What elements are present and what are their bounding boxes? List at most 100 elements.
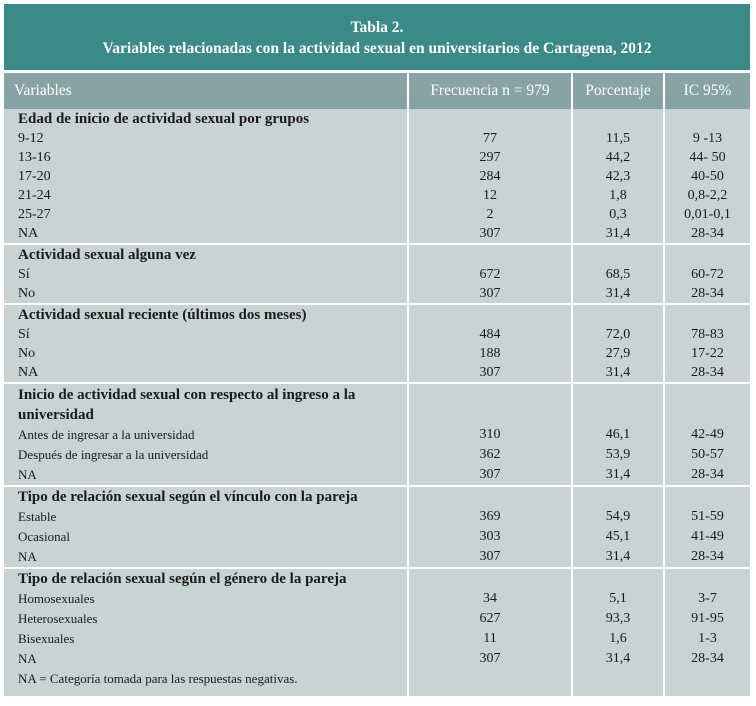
cell-pct: 42,3 — [571, 167, 664, 186]
table-row: Bisexuales 11 1,6 1-3 — [4, 629, 750, 649]
table-footnote: NA = Categoría tomada para las respuesta… — [18, 671, 298, 686]
cell-ic: 41-49 — [663, 527, 750, 547]
cell-freq: 627 — [407, 609, 572, 629]
row-label-cell: NA — [4, 363, 408, 383]
row-label: 17-20 — [18, 169, 51, 184]
table-row: No 307 31,4 28-34 — [4, 284, 750, 304]
table-row: NA 307 31,4 28-34 — [4, 547, 750, 568]
row-label-cell: Homosexuales — [4, 589, 408, 609]
empty-cell — [571, 303, 664, 325]
cell-ic: 60-72 — [663, 265, 750, 284]
empty-cell — [571, 382, 664, 425]
empty-cell — [663, 243, 750, 265]
cell-freq: 362 — [407, 445, 572, 465]
cell-ic: 91-95 — [663, 609, 750, 629]
row-label: NA — [18, 549, 37, 564]
table-title-bar: Tabla 2. Variables relacionadas con la a… — [4, 4, 750, 70]
row-label-cell: Bisexuales — [4, 629, 408, 649]
empty-cell — [407, 303, 572, 325]
table-figure: Tabla 2. Variables relacionadas con la a… — [4, 4, 750, 696]
group-header-row: Actividad sexual reciente (últimos dos m… — [4, 303, 750, 325]
cell-pct: 53,9 — [571, 445, 664, 465]
row-label: 13-16 — [18, 150, 51, 165]
cell-ic: 28-34 — [663, 649, 750, 696]
group-title: Tipo de relación sexual según el género … — [4, 567, 408, 589]
cell-pct: 45,1 — [571, 527, 664, 547]
cell-freq: 307 — [407, 649, 572, 696]
row-label-cell: 17-20 — [4, 167, 408, 186]
cell-pct: 31,4 — [571, 363, 664, 383]
table-row: Homosexuales 34 5,1 3-7 — [4, 589, 750, 609]
cell-pct: 72,0 — [571, 325, 664, 344]
row-label: 21-24 — [18, 188, 51, 203]
cell-ic: 44- 50 — [663, 148, 750, 167]
table-row: Ocasional 303 45,1 41-49 — [4, 527, 750, 547]
row-label: No — [18, 286, 36, 301]
row-label-cell: NA — [4, 465, 408, 486]
row-label-cell: 21-24 — [4, 186, 408, 205]
cell-freq: 34 — [407, 589, 572, 609]
row-label-cell: 13-16 — [4, 148, 408, 167]
row-label: 25-27 — [18, 207, 51, 222]
cell-pct: 31,4 — [571, 547, 664, 568]
row-label-cell: 25-27 — [4, 205, 408, 224]
cell-ic: 28-34 — [663, 547, 750, 568]
empty-cell — [407, 382, 572, 425]
row-label: No — [18, 346, 36, 361]
row-label-cell: Después de ingresar a la universidad — [4, 445, 408, 465]
row-label: Estable — [18, 509, 57, 524]
row-label: Heterosexuales — [18, 611, 98, 626]
cell-ic: 9 -13 — [663, 129, 750, 148]
row-label-cell: NA — [4, 547, 408, 568]
cell-pct: 93,3 — [571, 609, 664, 629]
table-row: NA 307 31,4 28-34 — [4, 465, 750, 486]
group-header-row: Tipo de relación sexual según el vínculo… — [4, 485, 750, 507]
group-title: Actividad sexual reciente (últimos dos m… — [4, 303, 408, 325]
cell-pct: 1,8 — [571, 186, 664, 205]
cell-freq: 297 — [407, 148, 572, 167]
table-row: 13-16 297 44,2 44- 50 — [4, 148, 750, 167]
table-row: Sí 672 68,5 60-72 — [4, 265, 750, 284]
group-title: Actividad sexual alguna vez — [4, 243, 408, 265]
empty-cell — [663, 382, 750, 425]
table-body: Edad de inicio de actividad sexual por g… — [4, 109, 750, 696]
cell-freq: 484 — [407, 325, 572, 344]
cell-ic: 0,01-0,1 — [663, 205, 750, 224]
cell-freq: 11 — [407, 629, 572, 649]
cell-pct: 11,5 — [571, 129, 664, 148]
table-label: Tabla 2. — [350, 19, 404, 36]
empty-cell — [571, 567, 664, 589]
empty-cell — [407, 243, 572, 265]
cell-freq: 369 — [407, 507, 572, 527]
cell-ic: 28-34 — [663, 224, 750, 244]
row-label-cell: NA NA = Categoría tomada para las respues… — [4, 649, 408, 696]
group-header-row: Inicio de actividad sexual con respecto … — [4, 382, 750, 425]
table-row: No 188 27,9 17-22 — [4, 344, 750, 363]
cell-ic: 50-57 — [663, 445, 750, 465]
cell-freq: 303 — [407, 527, 572, 547]
table-row: NA NA = Categoría tomada para las respues… — [4, 649, 750, 696]
table-row: NA 307 31,4 28-34 — [4, 363, 750, 383]
row-label: 9-12 — [18, 131, 44, 146]
cell-ic: 17-22 — [663, 344, 750, 363]
empty-cell — [663, 567, 750, 589]
empty-cell — [407, 485, 572, 507]
header-ic: IC 95% — [663, 70, 750, 109]
group-header-row: Actividad sexual alguna vez — [4, 243, 750, 265]
row-label-cell: No — [4, 284, 408, 304]
empty-cell — [571, 109, 664, 129]
cell-pct: 31,4 — [571, 284, 664, 304]
table-row: Heterosexuales 627 93,3 91-95 — [4, 609, 750, 629]
empty-cell — [663, 303, 750, 325]
row-label: Después de ingresar a la universidad — [18, 447, 209, 462]
cell-freq: 12 — [407, 186, 572, 205]
cell-ic: 51-59 — [663, 507, 750, 527]
empty-cell — [663, 485, 750, 507]
table-row: NA 307 31,4 28-34 — [4, 224, 750, 244]
row-label: NA — [18, 651, 37, 666]
empty-cell — [663, 109, 750, 129]
cell-freq: 77 — [407, 129, 572, 148]
group-title: Tipo de relación sexual según el vínculo… — [4, 485, 408, 507]
row-label: NA — [18, 365, 39, 380]
row-label-cell: Ocasional — [4, 527, 408, 547]
